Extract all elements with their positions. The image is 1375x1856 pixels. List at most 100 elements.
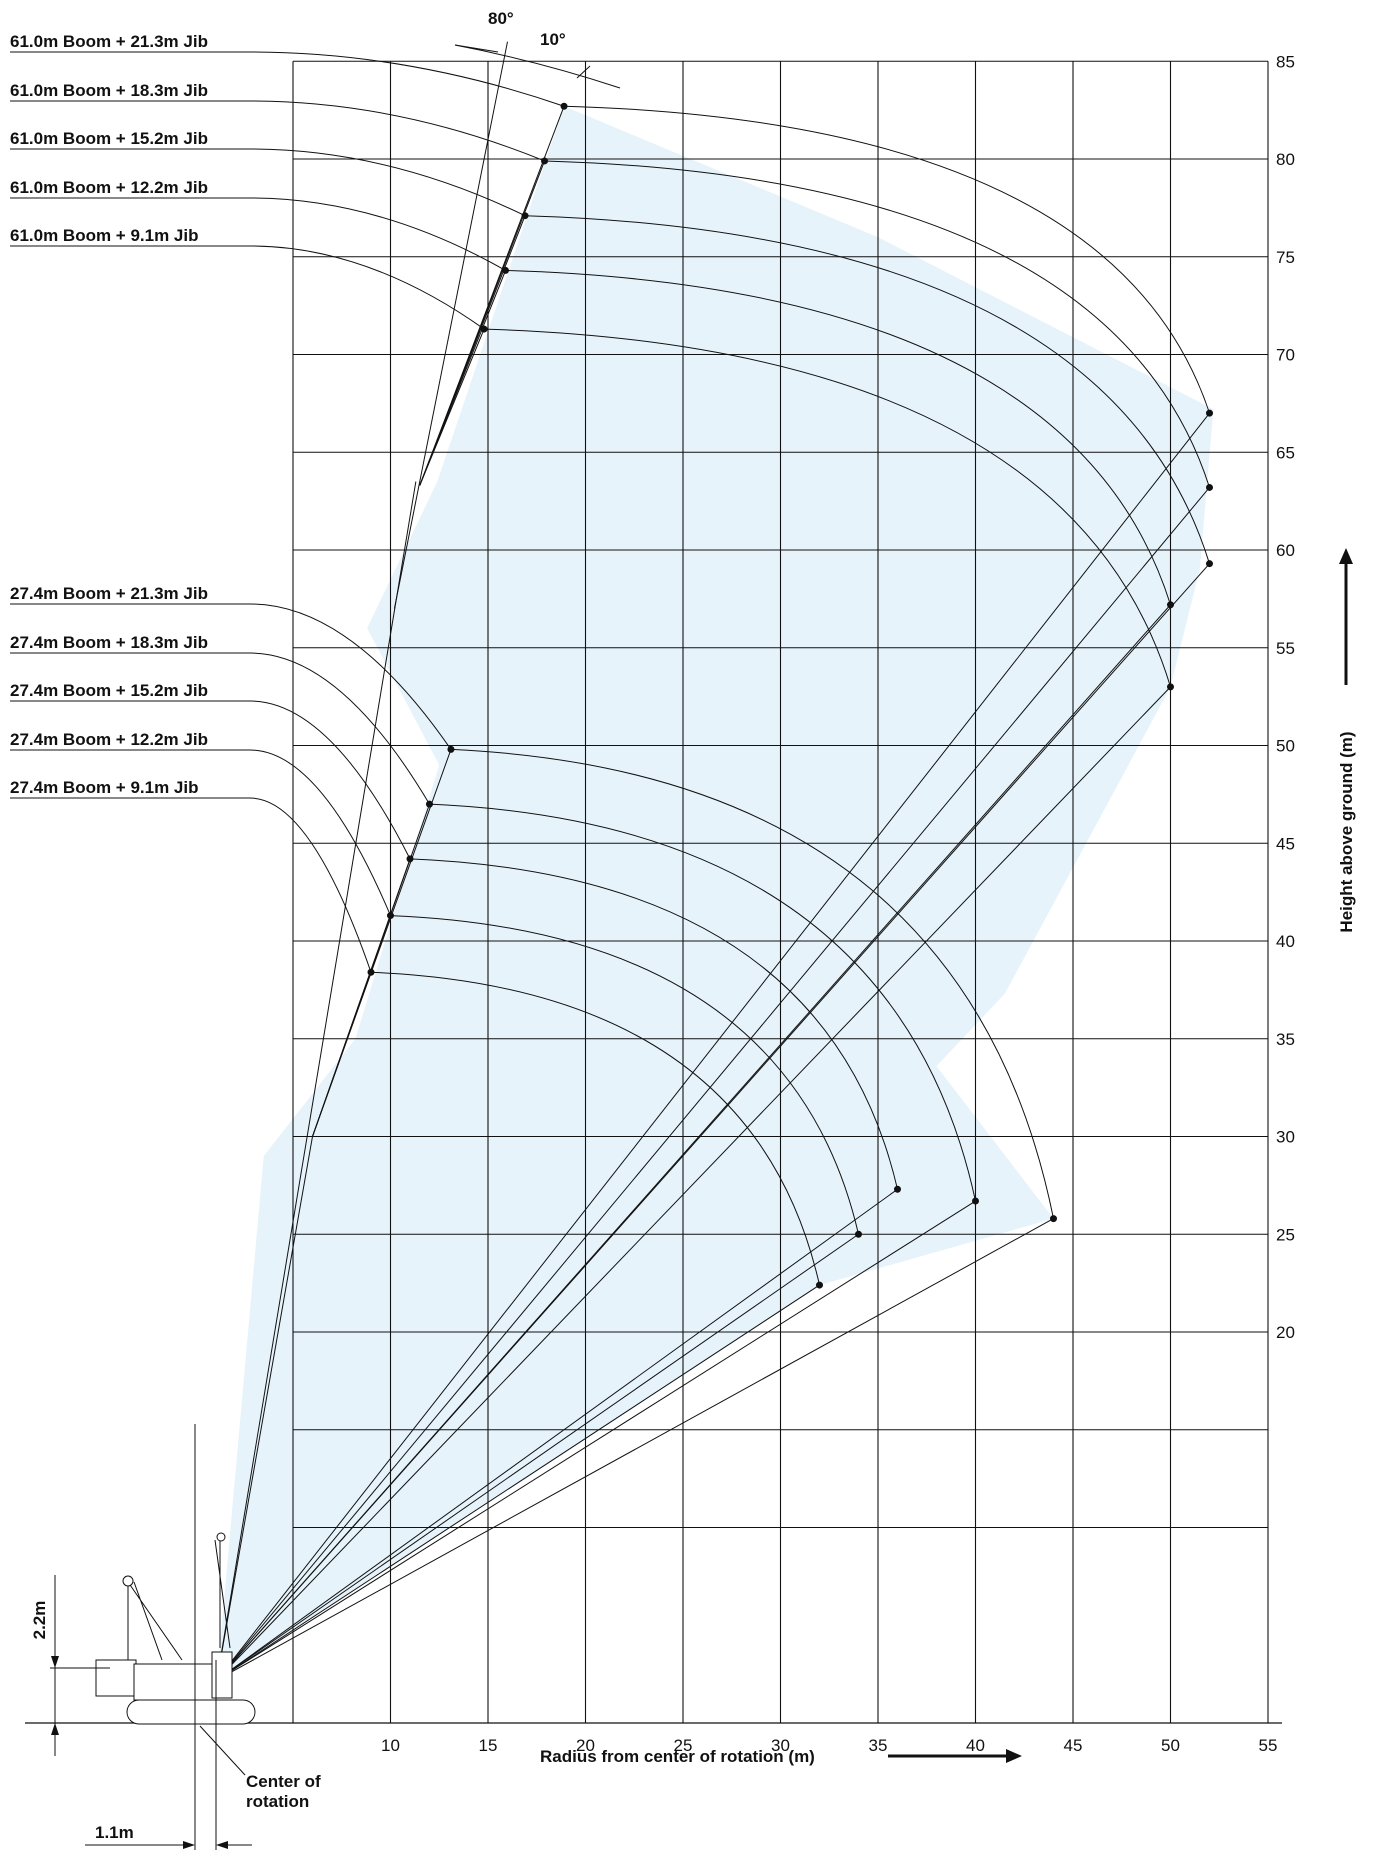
reach-arc: [370, 971, 820, 1286]
y-tick-label: 65: [1276, 443, 1295, 462]
dim-arrow-right: [216, 1841, 228, 1849]
y-tick-label: 85: [1276, 52, 1295, 71]
reach-arc: [429, 803, 976, 1202]
y-tick-label: 70: [1276, 346, 1295, 365]
jib-lowered-line: [216, 604, 1171, 1681]
y-tick-label: 60: [1276, 541, 1295, 560]
reach-arc: [544, 160, 1210, 488]
series-label-layer: 61.0m Boom + 21.3m Jib 61.0m Boom + 18.3m…: [10, 32, 565, 973]
x-tick-label: 10: [381, 1736, 400, 1755]
reach-arc: [409, 858, 898, 1190]
series-leader-line: [10, 197, 506, 271]
y-tick-label: 25: [1276, 1225, 1295, 1244]
boom-and-jib-lines: [216, 41, 1213, 1681]
x-tick-label: 45: [1064, 1736, 1083, 1755]
jib-lowered-line: [216, 1233, 859, 1681]
reach-arc: [564, 105, 1210, 414]
jib-lowered-line: [216, 412, 1210, 1681]
jib-raised-line: [419, 328, 485, 486]
series-label: 61.0m Boom + 9.1m Jib: [10, 226, 199, 245]
series-label: 27.4m Boom + 18.3m Jib: [10, 633, 208, 652]
chart-grid: [292, 60, 1269, 1723]
center-of-rotation-label-1: Center of: [246, 1772, 321, 1791]
x-tick-label: 30: [771, 1736, 790, 1755]
jib-tip-dot: [1167, 683, 1174, 691]
reach-arc: [525, 215, 1210, 564]
x-axis-title: Radius from center of rotation (m): [540, 1747, 815, 1766]
crane-base: [95, 1532, 256, 1725]
series-leader-line: [10, 100, 545, 162]
series-label: 27.4m Boom + 15.2m Jib: [10, 681, 208, 700]
tick-labels: 10 15 20 25 30 35 40 45 50 55 20 25 30 35 40 45 50 55 60 65…: [381, 52, 1295, 1755]
angle-label-80: 80°: [488, 9, 514, 28]
y-tick-label: 30: [1276, 1128, 1295, 1147]
series-leader-line: [10, 245, 485, 330]
jib-raised-line: [312, 972, 372, 1137]
dim-arrow-up: [51, 1656, 59, 1668]
jib-lowered-line: [216, 1200, 976, 1681]
jib-tip-dot: [1167, 601, 1174, 609]
reach-arc: [484, 328, 1171, 687]
x-tick-label: 55: [1259, 1736, 1278, 1755]
boom-61-line: [216, 481, 417, 1681]
x-tick-label: 40: [966, 1736, 985, 1755]
boom-height-callout: 2.2m: [30, 1601, 49, 1640]
jib-tip-dot: [1206, 409, 1213, 417]
x-tick-label: 20: [576, 1736, 595, 1755]
angle-label-10: 10°: [540, 30, 566, 49]
angle-markers: [454, 44, 621, 89]
series-leader-line: [10, 51, 565, 107]
jib-tip-dot: [1050, 1215, 1057, 1223]
series-leader-line: [10, 797, 372, 973]
rotation-offset-callout: 1.1m: [95, 1823, 134, 1842]
series-label: 27.4m Boom + 21.3m Jib: [10, 584, 208, 603]
series-label: 27.4m Boom + 12.2m Jib: [10, 730, 208, 749]
x-tick-label: 50: [1161, 1736, 1180, 1755]
series-label: 61.0m Boom + 15.2m Jib: [10, 129, 208, 148]
y-tick-label: 40: [1276, 932, 1295, 951]
jib-tip-dot: [1206, 483, 1213, 491]
reach-arc: [450, 748, 1054, 1219]
x-axis-arrow: [888, 1749, 1022, 1763]
jib-tip-dot: [855, 1230, 862, 1238]
series-label: 27.4m Boom + 9.1m Jib: [10, 778, 199, 797]
y-tick-label: 50: [1276, 737, 1295, 756]
y-axis-arrow: [1339, 548, 1353, 685]
x-tick-label: 15: [479, 1736, 498, 1755]
y-tick-label: 80: [1276, 150, 1295, 169]
x-tick-label: 25: [674, 1736, 693, 1755]
y-tick-label: 75: [1276, 248, 1295, 267]
series-label: 61.0m Boom + 18.3m Jib: [10, 81, 208, 100]
y-tick-label: 45: [1276, 834, 1295, 853]
y-tick-label: 55: [1276, 639, 1295, 658]
jib-lowered-line: [216, 1218, 1054, 1681]
dim-arrow-left: [183, 1841, 195, 1849]
boom-27-line: [216, 1136, 313, 1681]
x-tick-label: 35: [869, 1736, 888, 1755]
jib-tip-dot: [1206, 560, 1213, 568]
series-label: 61.0m Boom + 21.3m Jib: [10, 32, 208, 51]
jib-lowered-line: [216, 487, 1210, 1681]
jib-lowered-line: [216, 1188, 898, 1681]
reach-arc: [390, 915, 859, 1235]
jib-tip-dot: [972, 1197, 979, 1205]
y-axis-title: Height above ground (m): [1337, 731, 1356, 932]
series-label: 61.0m Boom + 12.2m Jib: [10, 178, 208, 197]
jib-tip-dot: [816, 1281, 823, 1289]
center-of-rotation-label-2: rotation: [246, 1792, 309, 1811]
series-leader-line: [10, 603, 452, 750]
jib-lowered-line: [216, 686, 1171, 1681]
dim-arrow-down: [51, 1723, 59, 1735]
jib-lowered-line: [216, 1284, 820, 1681]
series-leader-line: [10, 148, 526, 217]
series-leader-line: [10, 749, 391, 916]
reach-arc: [505, 269, 1171, 605]
y-tick-label: 35: [1276, 1030, 1295, 1049]
jib-tip-dot: [894, 1185, 901, 1193]
angle-ref-line: [393, 41, 508, 609]
working-range-envelope: [216, 106, 1214, 1680]
y-tick-label: 20: [1276, 1323, 1295, 1342]
series-leader-line: [10, 700, 411, 860]
series-leader-line: [10, 652, 430, 805]
